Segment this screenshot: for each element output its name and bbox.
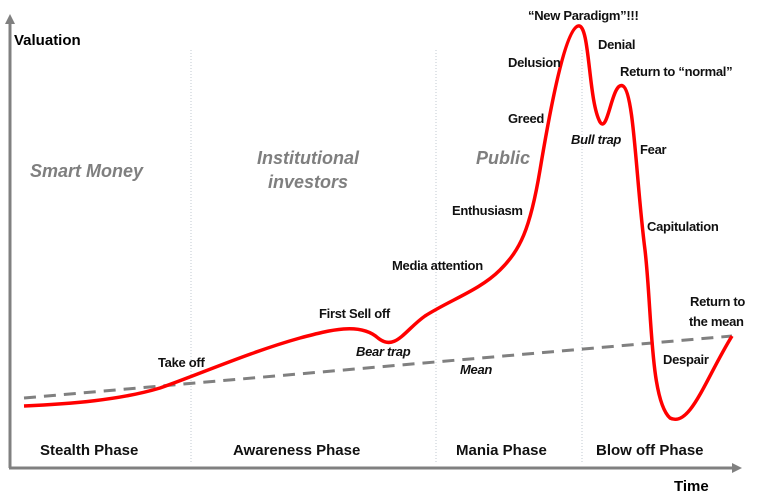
x-axis-arrow-icon bbox=[732, 463, 742, 473]
phase-stealth: Stealth Phase bbox=[40, 442, 139, 459]
phase-awareness: Awareness Phase bbox=[233, 442, 361, 459]
label-denial: Denial bbox=[598, 37, 636, 52]
group-public: Public bbox=[476, 148, 531, 168]
y-axis-arrow-icon bbox=[5, 14, 15, 24]
label-delusion: Delusion bbox=[508, 55, 561, 70]
label-greed: Greed bbox=[508, 111, 545, 126]
label-fear: Fear bbox=[640, 142, 667, 157]
y-axis-label: Valuation bbox=[14, 32, 81, 49]
label-bull-trap: Bull trap bbox=[571, 132, 622, 147]
label-first-sell-off: First Sell off bbox=[319, 306, 390, 321]
label-capitulation: Capitulation bbox=[647, 219, 719, 234]
x-axis-label: Time bbox=[674, 478, 709, 495]
label-bear-trap: Bear trap bbox=[356, 344, 411, 359]
label-enthusiasm: Enthusiasm bbox=[452, 203, 523, 218]
label-new-paradigm: “New Paradigm”!!! bbox=[528, 8, 639, 23]
group-institutional: Institutional investors bbox=[257, 148, 359, 192]
label-media-attention: Media attention bbox=[392, 258, 483, 273]
label-return-mean-1: Return to bbox=[690, 294, 746, 309]
phase-mania: Mania Phase bbox=[456, 442, 547, 459]
label-take-off: Take off bbox=[158, 355, 205, 370]
label-mean: Mean bbox=[460, 362, 493, 377]
label-return-normal: Return to “normal” bbox=[620, 64, 733, 79]
phase-blow-off: Blow off Phase bbox=[596, 442, 704, 459]
label-return-mean-2: the mean bbox=[689, 314, 744, 329]
valuation-curve bbox=[23, 24, 734, 422]
label-despair: Despair bbox=[663, 352, 709, 367]
group-smart-money: Smart Money bbox=[30, 161, 144, 181]
